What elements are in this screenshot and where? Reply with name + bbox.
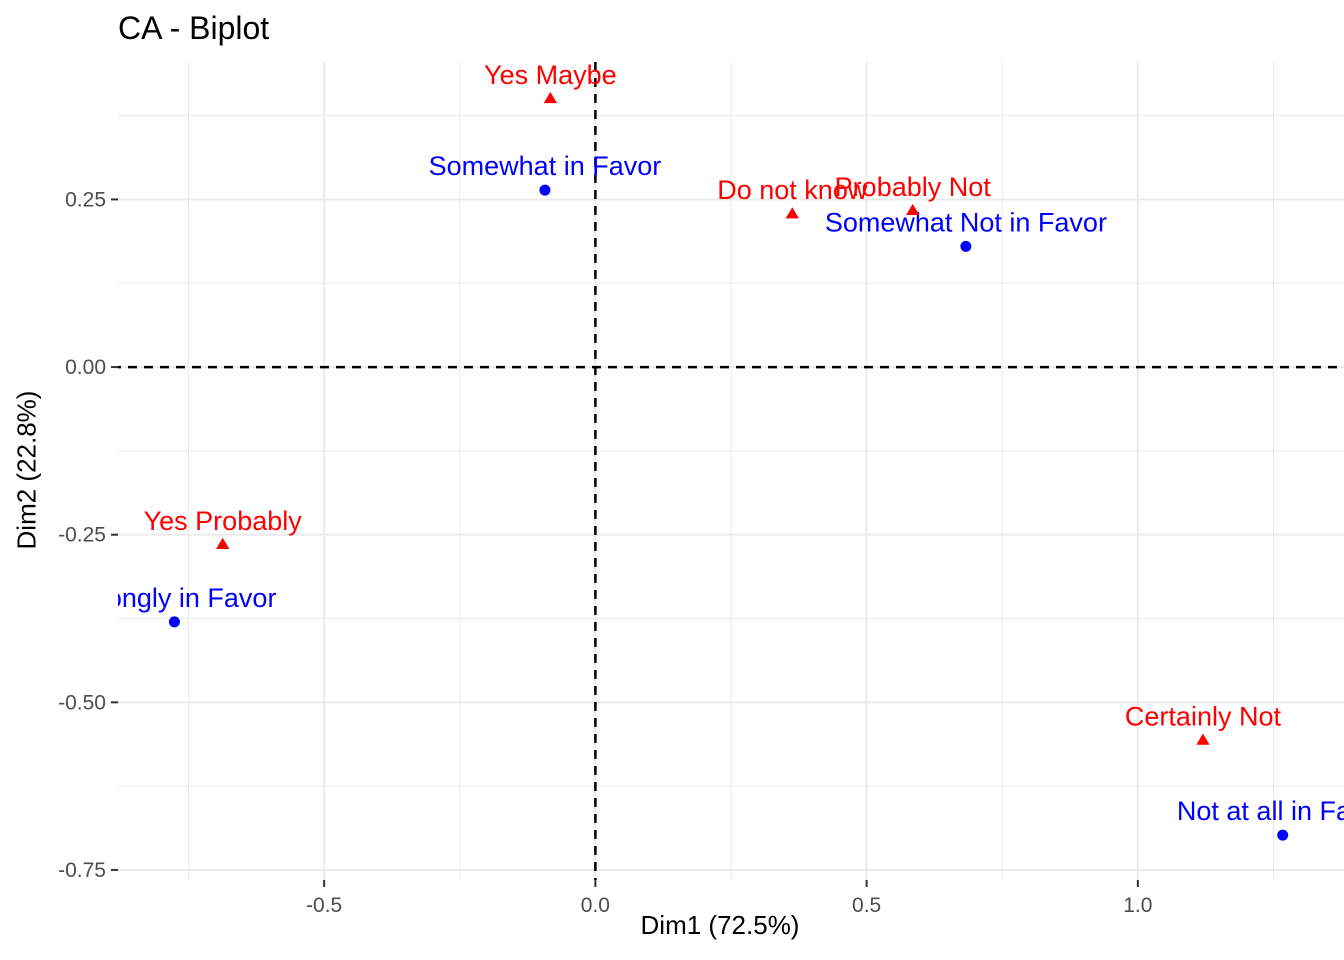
x-tick-label: 1.0 bbox=[1123, 894, 1152, 917]
triangle-point bbox=[1196, 733, 1210, 745]
triangle-point bbox=[216, 537, 230, 549]
triangle-point bbox=[785, 207, 799, 219]
x-tick-label: 0.5 bbox=[852, 894, 881, 917]
plot-panel: Somewhat in Favor Somewhat Not in Favor St… bbox=[72, 60, 1344, 880]
y-tick-label: 0.25 bbox=[65, 188, 106, 211]
x-tick-label: 0.0 bbox=[581, 894, 610, 917]
circle-point bbox=[168, 616, 180, 628]
y-tick-label: -0.25 bbox=[58, 524, 106, 547]
x-axis-label: Dim1 (72.5%) bbox=[640, 910, 800, 940]
point-label: Yes Probably bbox=[144, 506, 303, 536]
point-label: Strongly in Favor bbox=[72, 583, 276, 613]
y-tick-label: -0.75 bbox=[58, 859, 106, 882]
circle-point bbox=[960, 240, 972, 252]
circle-point bbox=[539, 184, 551, 196]
y-tick-label: 0.00 bbox=[65, 356, 106, 379]
point-label: Somewhat in Favor bbox=[429, 151, 662, 181]
circle-point bbox=[1277, 829, 1289, 841]
chart-title: CA - Biplot bbox=[118, 10, 270, 46]
point-label: Probably Not bbox=[835, 172, 992, 202]
triangle-point bbox=[906, 203, 920, 216]
point-label: Yes Maybe bbox=[484, 60, 617, 90]
point-label: Certainly Not bbox=[1125, 702, 1282, 732]
point-label: Do not know bbox=[717, 175, 868, 205]
triangle-point bbox=[543, 91, 558, 104]
y-tick-label: -0.50 bbox=[58, 691, 106, 714]
y-axis-label: Dim2 (22.8%) bbox=[11, 390, 42, 550]
point-label: Not at all in Favor bbox=[1177, 796, 1344, 826]
x-tick-label: -0.5 bbox=[306, 894, 342, 917]
point-label: Somewhat Not in Favor bbox=[825, 207, 1107, 237]
